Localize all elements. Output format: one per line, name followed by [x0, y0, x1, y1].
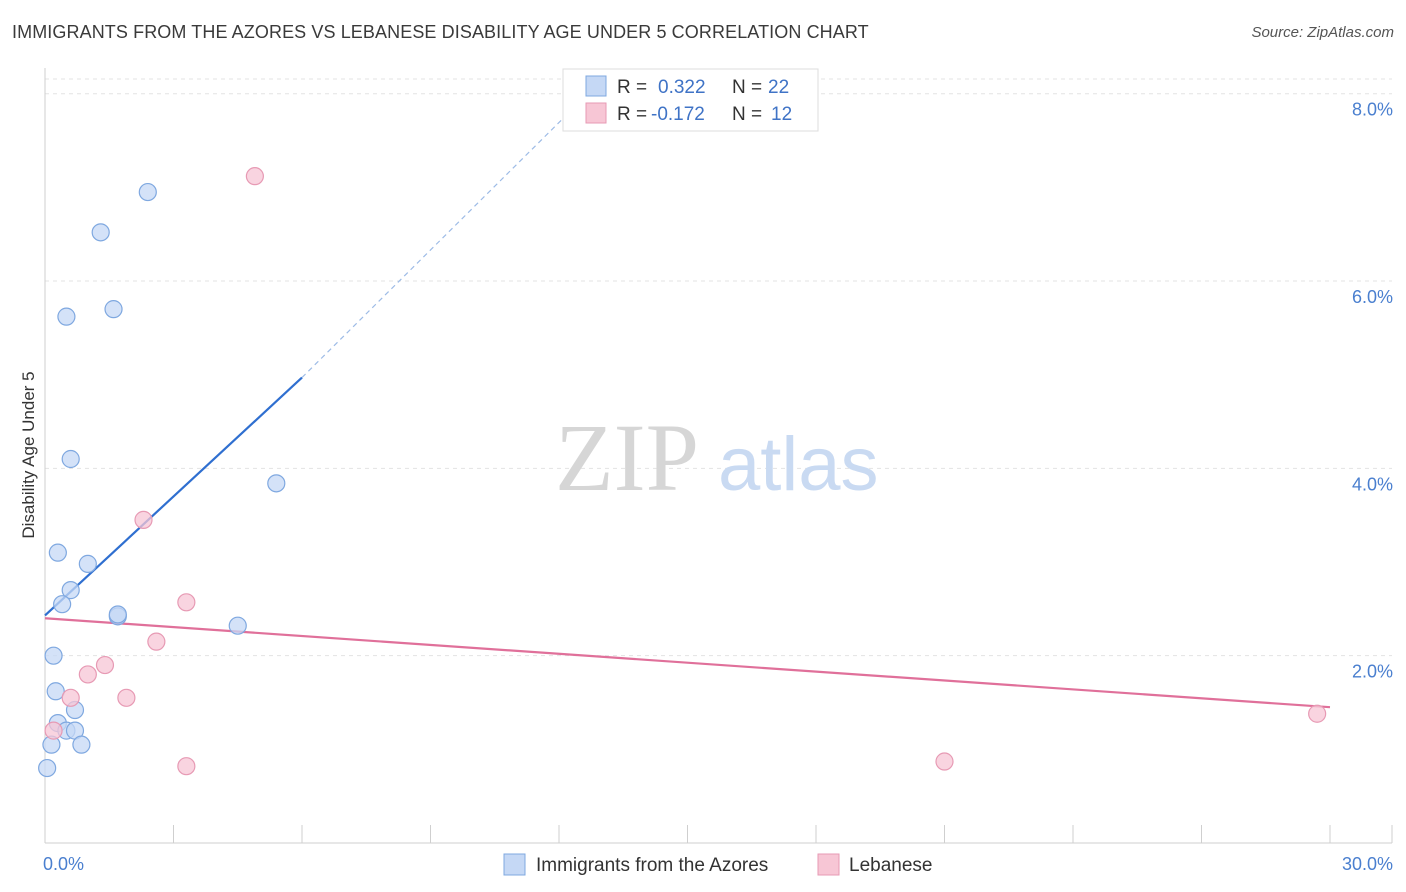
legend-n-value-2: 12 — [771, 104, 792, 125]
series-legend-label-azores: Immigrants from the Azores — [536, 855, 768, 876]
y-tick-label-3: 8.0% — [1352, 100, 1393, 120]
point-azores-3 — [104, 300, 123, 319]
trend-line-azores-extension — [301, 100, 581, 378]
y-axis-label: Disability Age Under 5 — [19, 371, 38, 538]
point-azores-9 — [53, 595, 72, 614]
axes — [44, 68, 1393, 844]
point-lebanese-5 — [78, 665, 97, 684]
point-azores-7 — [78, 554, 97, 573]
point-azores-2 — [57, 307, 76, 326]
point-azores-1 — [91, 223, 110, 242]
legend-r-label-1: R = — [617, 77, 647, 98]
x-tick-label-1: 30.0% — [1342, 854, 1393, 874]
point-lebanese-2 — [177, 593, 196, 612]
legend-r-value-2: -0.172 — [651, 104, 705, 125]
point-azores-0 — [138, 182, 157, 202]
point-lebanese-9 — [177, 757, 196, 776]
trend-line-azores — [44, 376, 303, 617]
chart-title: IMMIGRANTS FROM THE AZORES VS LEBANESE D… — [12, 22, 869, 42]
legend-swatch-blue — [585, 75, 607, 97]
point-azores-21 — [38, 758, 57, 778]
series-legend-label-lebanese: Lebanese — [849, 855, 932, 876]
tick-labels: 2.0% 4.0% 6.0% 8.0% 0.0% 30.0% — [43, 100, 1393, 874]
point-azores-4 — [61, 449, 80, 469]
point-azores-8 — [61, 581, 80, 600]
trend-line-lebanese — [44, 617, 1331, 709]
point-azores-6 — [48, 543, 67, 562]
point-lebanese-1 — [134, 510, 153, 529]
trend-lines — [44, 100, 1331, 709]
series-legend-swatch-azores — [503, 853, 526, 876]
series-legend-swatch-lebanese — [817, 853, 840, 876]
legend-n-label-1: N = — [732, 77, 762, 98]
point-lebanese-3 — [147, 632, 166, 651]
legend-n-label-2: N = — [732, 104, 762, 125]
point-azores-14 — [46, 682, 65, 701]
point-azores-20 — [72, 735, 91, 754]
point-azores-5 — [267, 474, 286, 493]
point-lebanese-6 — [61, 688, 80, 707]
point-azores-13 — [44, 646, 63, 665]
legend-swatch-pink — [585, 102, 607, 124]
watermark: ZIP atlas — [555, 404, 879, 511]
x-tick-label-0: 0.0% — [43, 854, 84, 874]
point-azores-11 — [108, 605, 127, 624]
point-lebanese-4 — [95, 655, 115, 675]
legend-n-value-1: 22 — [768, 77, 789, 98]
point-lebanese-0 — [245, 167, 264, 186]
point-lebanese-11 — [1308, 704, 1327, 723]
legend-r-label-2: R = — [617, 104, 647, 125]
data-points — [38, 167, 1327, 778]
point-lebanese-10 — [935, 752, 954, 771]
correlation-legend: R = 0.322 N = 22 R = -0.172 N = 12 — [562, 68, 819, 132]
y-tick-label-2: 6.0% — [1352, 287, 1393, 307]
point-lebanese-8 — [44, 721, 63, 740]
grid-lines — [45, 78, 1392, 657]
y-tick-label-0: 2.0% — [1352, 662, 1393, 682]
series-legend: Immigrants from the Azores Lebanese — [503, 853, 932, 876]
watermark-zip: ZIP — [555, 404, 699, 511]
source-label: Source: ZipAtlas.com — [1251, 24, 1394, 41]
point-lebanese-7 — [117, 688, 136, 707]
legend-r-value-1: 0.322 — [658, 77, 706, 98]
watermark-atlas: atlas — [718, 422, 879, 507]
y-tick-label-1: 4.0% — [1352, 474, 1393, 494]
point-azores-12 — [228, 616, 247, 635]
